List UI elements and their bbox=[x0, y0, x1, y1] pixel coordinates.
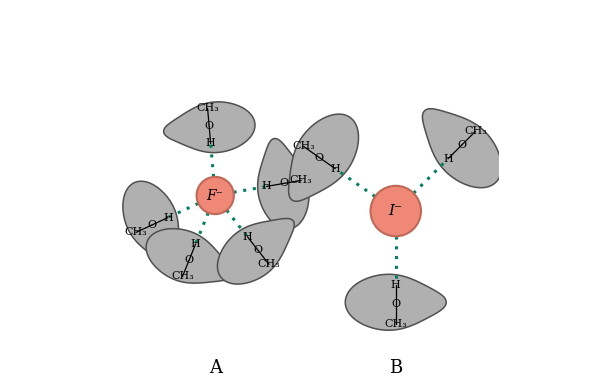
Text: CH₃: CH₃ bbox=[464, 126, 487, 136]
Text: F⁻: F⁻ bbox=[206, 188, 224, 203]
Text: H: H bbox=[330, 164, 340, 174]
Text: O: O bbox=[315, 152, 324, 163]
Polygon shape bbox=[217, 219, 294, 284]
Text: H: H bbox=[206, 138, 216, 149]
Text: A: A bbox=[209, 359, 222, 377]
Text: O: O bbox=[280, 178, 289, 188]
Text: H: H bbox=[242, 231, 252, 242]
Text: CH₃: CH₃ bbox=[171, 271, 194, 282]
Polygon shape bbox=[289, 114, 359, 201]
Text: CH₃: CH₃ bbox=[258, 259, 280, 269]
Text: O: O bbox=[391, 299, 400, 309]
Text: CH₃: CH₃ bbox=[125, 228, 147, 237]
Polygon shape bbox=[258, 138, 309, 229]
Circle shape bbox=[197, 177, 234, 214]
Polygon shape bbox=[423, 109, 501, 188]
Text: CH₃: CH₃ bbox=[290, 175, 312, 185]
Polygon shape bbox=[123, 181, 178, 266]
Text: CH₃: CH₃ bbox=[196, 104, 219, 113]
Text: CH₃: CH₃ bbox=[384, 319, 407, 329]
Polygon shape bbox=[164, 102, 255, 152]
Text: CH₃: CH₃ bbox=[292, 142, 315, 151]
Circle shape bbox=[370, 186, 421, 236]
Text: O: O bbox=[147, 220, 157, 230]
Polygon shape bbox=[345, 274, 446, 330]
Text: O: O bbox=[457, 140, 466, 150]
Polygon shape bbox=[146, 229, 233, 283]
Text: O: O bbox=[185, 255, 194, 265]
Text: O: O bbox=[205, 121, 214, 131]
Text: H: H bbox=[163, 213, 173, 222]
Text: O: O bbox=[253, 246, 262, 255]
Text: B: B bbox=[389, 359, 403, 377]
Text: H: H bbox=[191, 239, 200, 249]
Text: H: H bbox=[262, 181, 272, 192]
Text: I⁻: I⁻ bbox=[389, 204, 403, 218]
Text: H: H bbox=[443, 154, 453, 164]
Text: H: H bbox=[391, 280, 401, 290]
